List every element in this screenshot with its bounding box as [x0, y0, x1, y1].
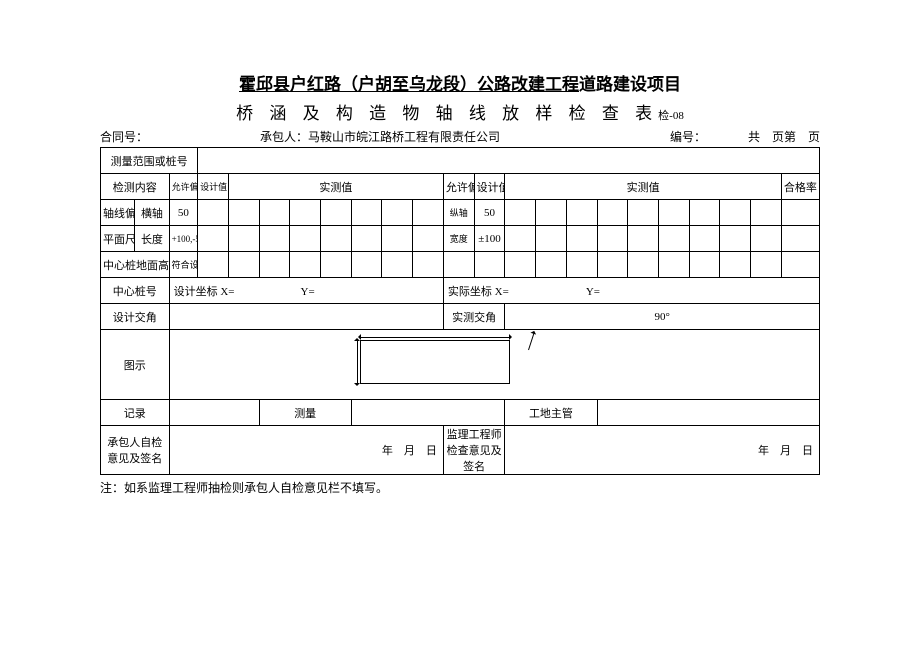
- serial-pages: 编号： 共 页第 页: [620, 128, 820, 145]
- arrow-diagonal: [528, 333, 535, 350]
- arrow-horizontal: [360, 337, 510, 338]
- label-pass-rate: 合格率: [781, 174, 819, 200]
- row-coord: 中心桩号 设计坐标 X= Y= 实际坐标 X= Y=: [101, 278, 820, 304]
- footnote: 注：如系监理工程师抽检则承包人自检意见栏不填写。: [100, 479, 820, 496]
- header-line: 合同号： 承包人：马鞍山市皖江路桥工程有限责任公司 编号： 共 页第 页: [100, 128, 820, 145]
- row-elev: 中心桩地面高程 符合设计要求: [101, 252, 820, 278]
- label-axis-dev: 轴线偏差: [101, 200, 135, 226]
- sub-title: 桥 涵 及 构 造 物 轴 线 放 样 检 查 表检-08: [100, 99, 820, 124]
- label-sup-check: 监理工程师检查意见及签名: [443, 426, 504, 475]
- label-design-angle: 设计交角: [101, 304, 170, 330]
- label-length: 长度: [135, 226, 169, 252]
- title-rest: 道路建设项目: [579, 75, 681, 94]
- date-1: 年 月 日: [169, 426, 443, 475]
- label-diagram: 图示: [101, 330, 170, 400]
- main-title: 霍邱县户红路（户胡至乌龙段）公路改建工程道路建设项目: [100, 70, 820, 95]
- label-actual-angle: 实测交角: [443, 304, 504, 330]
- contractor-info: 承包人：马鞍山市皖江路桥工程有限责任公司: [200, 128, 620, 145]
- val-v-axis: 50: [474, 200, 505, 226]
- label-h-axis: 横轴: [135, 200, 169, 226]
- contract-no: 合同号：: [100, 128, 200, 145]
- label-design-val-1: 设计值: [198, 174, 229, 200]
- date-2: 年 月 日: [505, 426, 820, 475]
- val-width: ±100: [474, 226, 505, 252]
- val-angle: 90°: [505, 304, 820, 330]
- label-allow-dev-1: 允许偏差: [169, 174, 198, 200]
- title-underlined: 霍邱县户红路（户胡至乌龙段）公路改建工程: [239, 75, 579, 94]
- row-record: 记录 测量 工地主管: [101, 400, 820, 426]
- label-design-val-2: 设计值: [474, 174, 505, 200]
- label-measured-2: 实测值: [505, 174, 781, 200]
- label-plane: 平面尺寸: [101, 226, 135, 252]
- label-record: 记录: [101, 400, 170, 426]
- label-elev-note: 符合设计要求: [169, 252, 198, 278]
- label-content: 检测内容: [101, 174, 170, 200]
- inspection-table: 测量范围或桩号 检测内容 允许偏差 设计值 实测值 允许偏差 设计值 实测值 合…: [100, 147, 820, 475]
- row-angle: 设计交角 实测交角 90°: [101, 304, 820, 330]
- label-center-no: 中心桩号: [101, 278, 170, 304]
- row-sign: 承包人自检意见及签名 年 月 日 监理工程师检查意见及签名 年 月 日: [101, 426, 820, 475]
- subtitle-main: 桥 涵 及 构 造 物 轴 线 放 样 检 查 表: [236, 104, 658, 123]
- row-diagram: 图示: [101, 330, 820, 400]
- label-v-axis: 纵轴: [443, 200, 474, 226]
- label-survey: 测量: [259, 400, 351, 426]
- label-range: 测量范围或桩号: [101, 148, 198, 174]
- label-elev: 中心桩地面高程: [101, 252, 170, 278]
- diagram-cell: [169, 330, 819, 400]
- design-coord: 设计坐标 X= Y=: [169, 278, 443, 304]
- label-site-sup: 工地主管: [505, 400, 597, 426]
- val-length: +100,-50: [169, 226, 198, 252]
- label-allow-dev-2: 允许偏差: [443, 174, 474, 200]
- row-axis: 轴线偏差 横轴 50 纵轴 50: [101, 200, 820, 226]
- row-range: 测量范围或桩号: [101, 148, 820, 174]
- val-h-axis: 50: [169, 200, 198, 226]
- row-plane: 平面尺寸 长度 +100,-50 宽度 ±100: [101, 226, 820, 252]
- diagram-box: [360, 340, 510, 384]
- row-headers: 检测内容 允许偏差 设计值 实测值 允许偏差 设计值 实测值 合格率: [101, 174, 820, 200]
- actual-coord: 实际坐标 X= Y=: [443, 278, 819, 304]
- label-measured-1: 实测值: [228, 174, 443, 200]
- subtitle-suffix: 检-08: [658, 110, 684, 122]
- label-self-check: 承包人自检意见及签名: [101, 426, 170, 475]
- label-width: 宽度: [443, 226, 474, 252]
- arrow-vertical: [357, 340, 358, 384]
